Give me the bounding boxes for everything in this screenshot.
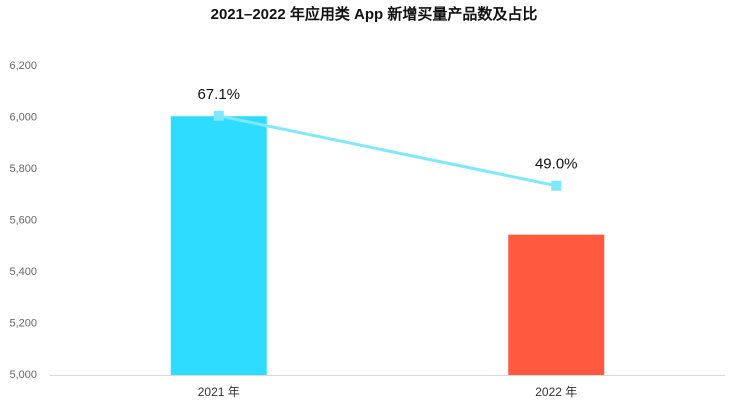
data-label: 67.1% bbox=[197, 86, 240, 103]
y-tick-label: 6,200 bbox=[9, 60, 37, 72]
data-label: 49.0% bbox=[535, 156, 578, 173]
bar bbox=[170, 116, 267, 376]
line bbox=[218, 114, 557, 188]
y-tick-label: 5,200 bbox=[9, 317, 37, 329]
line-marker bbox=[551, 180, 562, 191]
x-tick-label: 2021 年 bbox=[198, 385, 240, 399]
y-tick-label: 5,000 bbox=[9, 369, 37, 381]
y-tick-label: 5,800 bbox=[9, 163, 37, 175]
y-tick-label: 5,600 bbox=[9, 214, 37, 226]
line-marker bbox=[213, 110, 224, 121]
y-tick-label: 6,000 bbox=[9, 111, 37, 123]
x-tick-label: 2022 年 bbox=[535, 385, 577, 399]
chart-title: 2021–2022 年应用类 App 新增买量产品数及占比 bbox=[211, 5, 538, 23]
y-tick-label: 5,400 bbox=[9, 266, 37, 278]
bar bbox=[508, 234, 605, 375]
